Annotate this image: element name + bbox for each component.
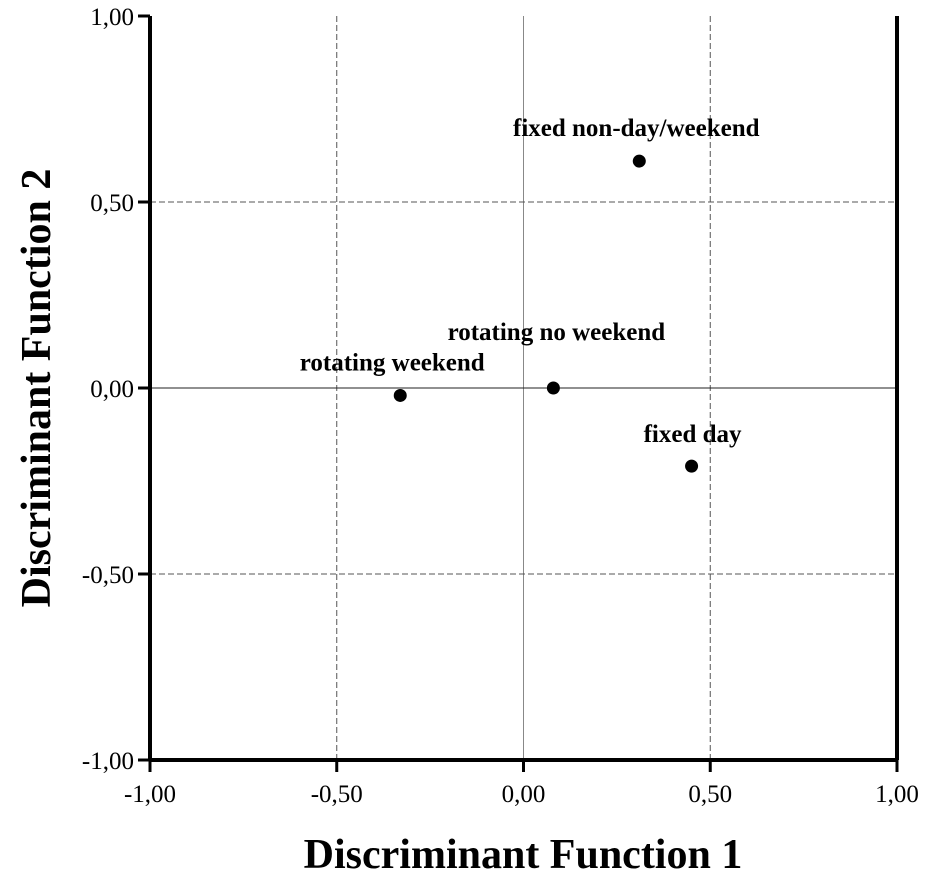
x-tick-label: 1,00 xyxy=(875,781,919,808)
y-tick-label: 0,50 xyxy=(90,190,134,217)
x-axis-title: Discriminant Function 1 xyxy=(304,832,743,878)
y-tick-label: -1,00 xyxy=(82,748,134,775)
point xyxy=(685,459,699,473)
y-tick-label: -0,50 xyxy=(82,562,134,589)
point xyxy=(546,381,560,395)
point-label: fixed day xyxy=(644,421,742,448)
point-label: fixed non-day/weekend xyxy=(513,115,760,142)
point xyxy=(632,154,646,168)
point-label: rotating weekend xyxy=(300,349,485,376)
point-label: rotating no weekend xyxy=(448,319,666,346)
x-tick-label: -1,00 xyxy=(124,781,176,808)
y-tick-label: 1,00 xyxy=(90,4,134,31)
x-tick-label: -0,50 xyxy=(311,781,363,808)
x-tick-label: 0,00 xyxy=(502,781,546,808)
point xyxy=(393,388,407,402)
y-axis-title: Discriminant Function 2 xyxy=(14,169,60,608)
x-tick-label: 0,50 xyxy=(688,781,732,808)
y-tick-label: 0,00 xyxy=(90,376,134,403)
